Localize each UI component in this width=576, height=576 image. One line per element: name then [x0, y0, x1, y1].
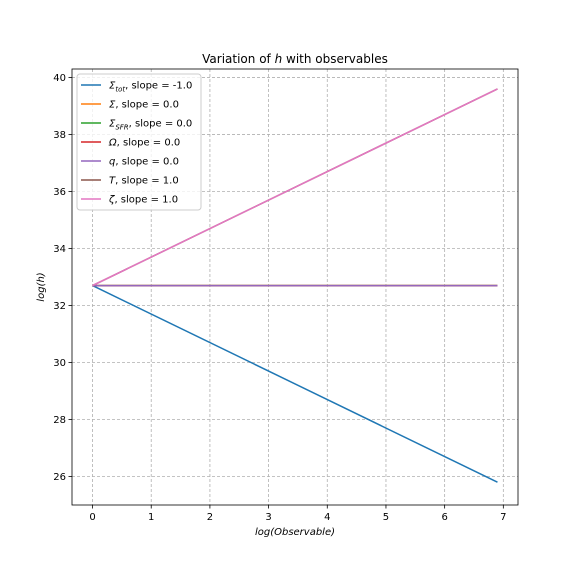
legend-slope-text: , slope = 0.0 [115, 100, 179, 111]
legend-label: ζ, slope = 1.0 [108, 195, 178, 206]
legend-label: q, slope = 0.0 [109, 157, 179, 168]
x-tick-label: 3 [265, 512, 271, 523]
legend-symbol: Ω [108, 138, 117, 149]
chart-title: Variation of h with observables [202, 52, 388, 66]
legend-slope-text: , slope = 0.0 [129, 119, 193, 130]
legend-label: Ω, slope = 0.0 [108, 138, 180, 149]
legend-label: T, slope = 1.0 [109, 176, 179, 187]
y-tick-label: 26 [53, 472, 66, 483]
x-tick-label: 0 [89, 512, 95, 523]
legend-label: Σ, slope = 0.0 [109, 100, 179, 111]
chart-title-suffix: with observables [282, 52, 388, 66]
chart-title-prefix: Variation of [202, 52, 274, 66]
legend-slope-text: , slope = -1.0 [125, 81, 192, 92]
legend-slope-text: , slope = 1.0 [114, 195, 178, 206]
x-tick-label: 5 [383, 512, 389, 523]
legend-slope-text: , slope = 1.0 [115, 176, 179, 187]
y-tick-label: 38 [53, 130, 66, 141]
legend-subscript: tot [115, 86, 125, 94]
x-axis-label: log(Observable) [255, 527, 335, 538]
y-tick-label: 34 [53, 244, 66, 255]
x-tick-label: 1 [148, 512, 154, 523]
legend-subscript: SFR [115, 124, 128, 132]
x-tick-label: 7 [500, 512, 506, 523]
x-tick-label: 4 [324, 512, 330, 523]
chart-title-variable: h [275, 52, 283, 66]
y-axis-label: log(h) [36, 272, 47, 301]
legend-slope-text: , slope = 0.0 [115, 157, 179, 168]
x-tick-label: 2 [207, 512, 213, 523]
y-tick-label: 28 [53, 415, 66, 426]
x-tick-label: 6 [441, 512, 447, 523]
y-tick-label: 36 [53, 187, 66, 198]
y-tick-label: 40 [53, 73, 66, 84]
legend-slope-text: , slope = 0.0 [117, 138, 181, 149]
y-tick-label: 32 [53, 301, 66, 312]
y-tick-label: 30 [53, 358, 66, 369]
